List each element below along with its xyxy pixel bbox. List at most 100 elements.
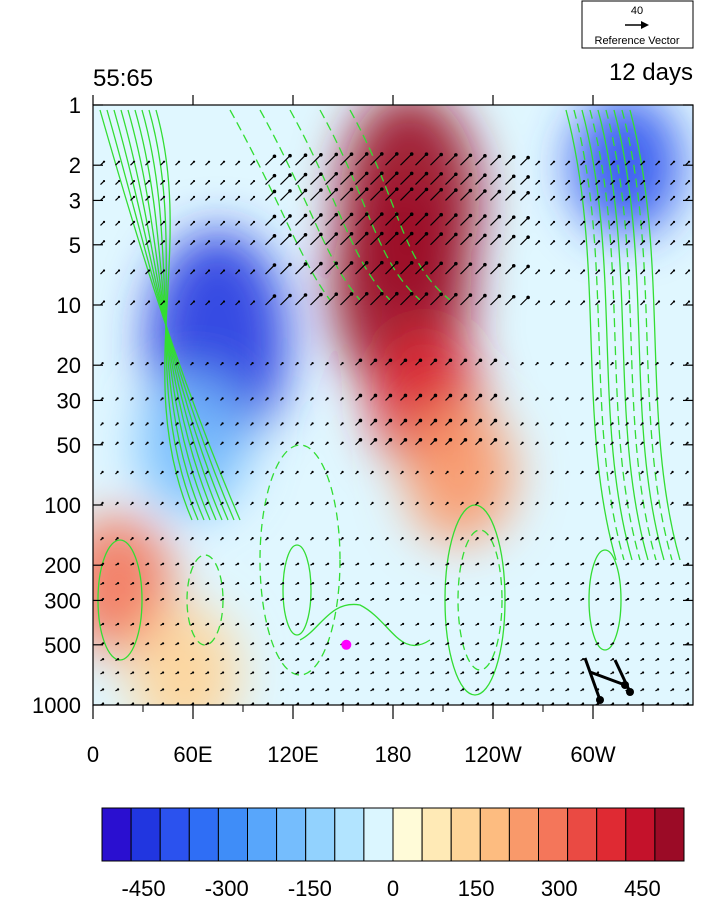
wind-vector-head: [566, 501, 569, 504]
wind-vector-head: [146, 397, 149, 400]
wind-vector-head: [177, 269, 181, 272]
wind-vector-head: [380, 92, 384, 96]
chart-title-left: 55:65: [93, 65, 153, 92]
wind-vector: [505, 216, 515, 226]
wind-vector-head: [511, 155, 516, 159]
wind-vector-head: [176, 622, 180, 626]
wind-vector-head: [371, 702, 375, 705]
wind-vector-head: [416, 671, 420, 674]
wind-vector-head: [162, 300, 166, 303]
wind-vector-head: [566, 671, 570, 674]
x-tick-label: 0: [87, 742, 99, 767]
colorbar-box: [247, 807, 278, 862]
wind-vector-head: [686, 470, 689, 473]
wind-vector-head: [626, 397, 629, 400]
wind-vector-head: [567, 195, 571, 198]
wind-vector-head: [536, 397, 539, 400]
wind-vector: [265, 295, 275, 306]
wind-vector-head: [416, 536, 419, 540]
wind-vector: [370, 153, 383, 166]
wind-vector-head: [641, 658, 645, 661]
wind-vector-head: [191, 422, 194, 425]
wind-vector-head: [147, 160, 151, 163]
wind-vector-head: [656, 422, 659, 425]
wind-vector-head: [656, 441, 659, 444]
wind-vector-head: [161, 597, 165, 601]
wind-vector-head: [162, 269, 166, 272]
y-tick-label: 20: [57, 353, 81, 378]
wind-vector-head: [521, 562, 525, 565]
wind-vector-head: [272, 294, 277, 298]
wind-vector-head: [356, 671, 360, 674]
wind-vector-head: [611, 622, 615, 626]
wind-vector-head: [686, 397, 689, 400]
wind-vector-head: [303, 188, 308, 193]
wind-vector-head: [296, 702, 300, 705]
wind-vector: [370, 262, 383, 275]
wind-vector: [385, 153, 398, 166]
wind-vector: [445, 263, 457, 275]
wind-vector-head: [221, 397, 224, 400]
wind-vector-head: [597, 195, 601, 198]
contour-line: [621, 109, 673, 561]
wind-vector-head: [222, 160, 226, 163]
wind-vector-head: [536, 702, 540, 705]
wind-vector-head: [371, 501, 374, 504]
wind-vector-head: [567, 179, 571, 183]
wind-vector-head: [612, 220, 616, 223]
wind-vector-head: [319, 261, 323, 266]
wind-vector-head: [371, 470, 374, 473]
wind-vectors: [100, 92, 691, 705]
wind-vector-head: [536, 361, 539, 365]
wind-vector-head: [251, 658, 255, 661]
wind-vector: [475, 264, 486, 275]
wind-vector-head: [311, 501, 314, 504]
wind-vector-head: [311, 658, 315, 661]
y-tick-label: 300: [44, 588, 81, 613]
wind-vector-head: [537, 195, 541, 198]
wind-vector-head: [281, 597, 285, 601]
wind-vector-head: [386, 658, 390, 661]
wind-vector-head: [626, 536, 629, 540]
colorbar-box: [305, 807, 336, 862]
colorbar-box: [567, 807, 598, 862]
wind-vector-head: [251, 688, 255, 691]
wind-vector-head: [521, 597, 525, 601]
wind-vector-head: [251, 671, 255, 674]
wind-vector-head: [566, 361, 569, 365]
wind-vector-head: [627, 300, 631, 303]
wind-vector-head: [401, 622, 405, 626]
wind-vector-head: [641, 441, 644, 444]
wind-vector-head: [266, 422, 269, 425]
wind-vector-head: [311, 597, 315, 601]
wind-vector-head: [478, 393, 483, 398]
wind-vector-head: [401, 536, 404, 540]
wind-vector-head: [163, 100, 165, 102]
wind-vector-head: [521, 581, 525, 585]
wind-vector-head: [206, 597, 210, 601]
wind-vector: [415, 262, 427, 275]
wind-vector: [430, 214, 442, 226]
wind-vector-head: [521, 501, 524, 504]
wind-vector-head: [596, 696, 604, 704]
wind-vector: [385, 262, 398, 275]
wind-vector-head: [476, 671, 480, 674]
wind-vector-head: [358, 418, 363, 423]
wind-vector-head: [641, 597, 645, 601]
wind-vector-head: [641, 536, 644, 540]
wind-vector-head: [497, 154, 502, 159]
wind-vector-head: [191, 671, 195, 674]
wind-vector-head: [116, 536, 119, 540]
wind-vector-head: [446, 688, 450, 691]
wind-vector-head: [424, 292, 429, 296]
wind-vector-head: [117, 269, 121, 272]
wind-vector-head: [506, 470, 509, 473]
wind-vector-head: [656, 361, 659, 365]
wind-vector-head: [439, 92, 443, 96]
wind-vector-head: [439, 212, 444, 217]
wind-vector-head: [349, 231, 354, 236]
wind-vector: [430, 173, 442, 186]
wind-vector-head: [146, 536, 149, 540]
wind-vector-head: [552, 195, 556, 198]
wind-vector-head: [341, 361, 344, 365]
